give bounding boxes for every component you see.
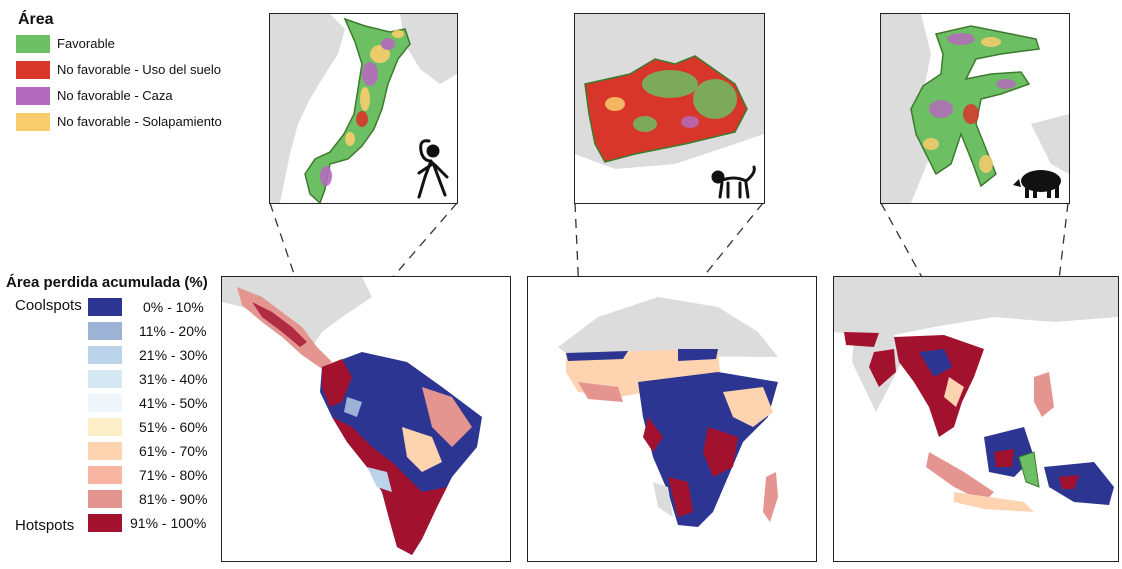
loss-map-americas — [221, 276, 511, 562]
inset-map-africa — [574, 13, 765, 204]
scale-swatch-6 — [88, 442, 122, 460]
coolspots-label: Coolspots — [15, 297, 82, 314]
legend-label-overlap: No favorable - Solapamiento — [57, 114, 222, 129]
legend-swatch-overlap — [16, 113, 50, 131]
scale-swatch-1 — [88, 322, 122, 340]
inset-map-southeast-asia — [880, 13, 1070, 204]
scale-label-5: 51% - 60% — [139, 419, 208, 435]
scale-swatch-3 — [88, 370, 122, 388]
scale-swatch-8 — [88, 490, 122, 508]
scale-label-2: 21% - 30% — [139, 347, 208, 363]
scale-swatch-4 — [88, 394, 122, 412]
scale-swatch-0 — [88, 298, 122, 316]
scale-label-1: 11% - 20% — [139, 323, 207, 339]
monkey-icon — [711, 165, 756, 199]
loss-map-southeast-asia — [833, 276, 1119, 562]
area-legend-title: Área — [18, 11, 54, 28]
wild-pig-icon — [1013, 170, 1061, 198]
scale-label-6: 61% - 70% — [139, 443, 208, 459]
scale-swatch-7 — [88, 466, 122, 484]
legend-swatch-land-use — [16, 61, 50, 79]
scale-label-7: 71% - 80% — [139, 467, 208, 483]
scale-label-4: 41% - 50% — [139, 395, 208, 411]
scale-swatch-5 — [88, 418, 122, 436]
scale-label-3: 31% - 40% — [139, 371, 208, 387]
scale-swatch-2 — [88, 346, 122, 364]
spider-monkey-icon — [417, 139, 449, 199]
loss-map-africa — [527, 276, 817, 562]
legend-swatch-hunting — [16, 87, 50, 105]
legend-swatch-favorable — [16, 35, 50, 53]
scale-label-9: 91% - 100% — [130, 515, 207, 531]
legend-label-land-use: No favorable - Uso del suelo — [57, 62, 222, 77]
inset-map-americas — [269, 13, 458, 204]
scale-swatch-9 — [88, 514, 122, 532]
scale-label-8: 81% - 90% — [139, 491, 208, 507]
scale-label-0: 0% - 10% — [143, 299, 204, 315]
legend-label-hunting: No favorable - Caza — [57, 88, 173, 103]
hotspots-label: Hotspots — [15, 517, 75, 534]
legend-label-favorable: Favorable — [57, 36, 115, 51]
loss-legend-title: Área perdida acumulada (%) — [6, 274, 208, 291]
